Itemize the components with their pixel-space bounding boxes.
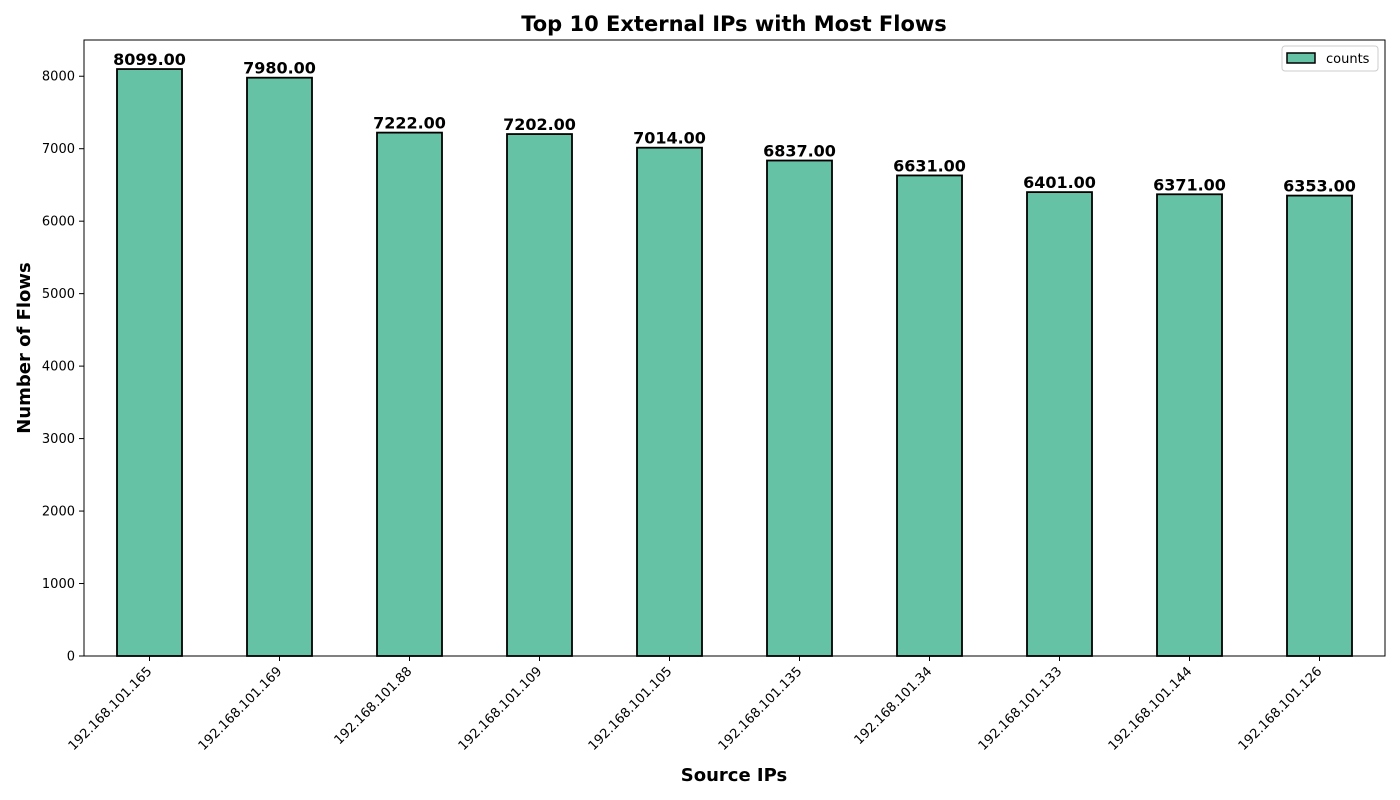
x-axis-label: Source IPs: [681, 765, 787, 786]
x-tick-label: 192.168.101.133: [976, 664, 1066, 754]
plot-frame: [83, 39, 1386, 657]
bar-192-168-101-165: [116, 68, 183, 657]
y-tick-label: 0: [67, 650, 75, 665]
legend: counts: [1281, 45, 1379, 72]
y-axis-label: Number of Flows: [14, 262, 35, 434]
bar-192-168-101-105: [636, 146, 703, 657]
y-axis: 0 1000 2000 3000 4000 5000 6000 7000 8000: [42, 70, 84, 665]
legend-swatch: [1286, 52, 1316, 64]
bar-192-168-101-133: [1026, 191, 1093, 657]
data-label: 7980.00: [243, 59, 316, 78]
y-tick-label: 2000: [42, 505, 75, 520]
x-tick-label: 192.168.101.144: [1106, 664, 1196, 754]
x-axis: 192.168.101.165 192.168.101.169 192.168.10…: [66, 656, 1326, 754]
data-label: 6631.00: [893, 156, 966, 175]
data-label: 7222.00: [373, 114, 446, 133]
y-tick-label: 3000: [42, 432, 75, 447]
bar-192-168-101-109: [506, 133, 573, 657]
data-labels: 8099.00 7980.00 7222.00 7202.00 7014.00 6837.…: [113, 50, 1356, 196]
bar-192-168-101-169: [246, 76, 313, 657]
bar-192-168-101-34: [896, 174, 963, 657]
data-label: 6401.00: [1023, 173, 1096, 192]
x-tick-label: 192.168.101.105: [586, 664, 676, 754]
x-tick-label: 192.168.101.88: [332, 664, 416, 748]
data-label: 8099.00: [113, 50, 186, 69]
data-label: 6353.00: [1283, 177, 1356, 196]
bar-192-168-101-126: [1286, 194, 1353, 657]
x-tick-label: 192.168.101.126: [1236, 664, 1326, 754]
data-label: 7014.00: [633, 129, 706, 148]
legend-entry-counts: counts: [1326, 52, 1370, 67]
x-tick-label: 192.168.101.34: [852, 664, 936, 748]
y-tick-label: 4000: [42, 360, 75, 375]
y-tick-label: 5000: [42, 287, 75, 302]
x-tick-label: 192.168.101.135: [716, 664, 806, 754]
x-tick-label: 192.168.101.109: [456, 664, 546, 754]
y-tick-label: 6000: [42, 215, 75, 230]
bar-192-168-101-135: [766, 159, 833, 657]
bar-192-168-101-144: [1156, 193, 1223, 657]
y-tick-label: 1000: [42, 577, 75, 592]
data-label: 7202.00: [503, 115, 576, 134]
bars: [116, 68, 1353, 657]
y-tick-label: 7000: [42, 142, 75, 157]
bar-192-168-101-88: [376, 131, 443, 657]
chart-title: Top 10 External IPs with Most Flows: [521, 12, 947, 36]
y-tick-label: 8000: [42, 70, 75, 85]
data-label: 6371.00: [1153, 175, 1226, 194]
data-label: 6837.00: [763, 142, 836, 161]
x-tick-label: 192.168.101.169: [196, 664, 286, 754]
x-tick-label: 192.168.101.165: [66, 664, 156, 754]
